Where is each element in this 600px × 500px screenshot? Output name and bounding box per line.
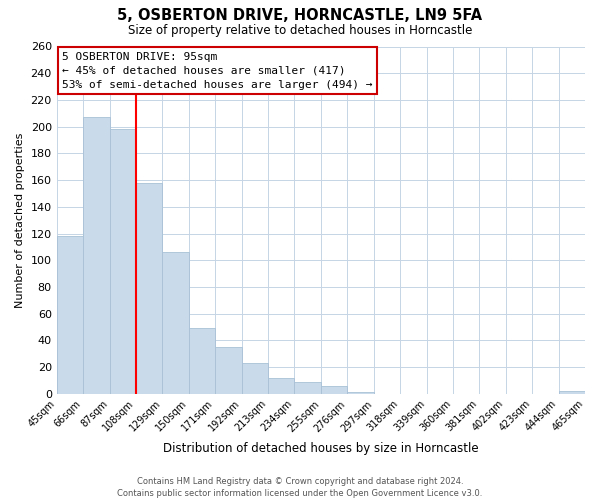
Text: Contains HM Land Registry data © Crown copyright and database right 2024.
Contai: Contains HM Land Registry data © Crown c… (118, 476, 482, 498)
Bar (321, 386, 347, 394)
Bar (83, 118, 110, 394)
Bar (347, 392, 374, 394)
Bar (189, 328, 215, 394)
Bar (559, 391, 585, 394)
Bar (215, 347, 242, 394)
Text: Size of property relative to detached houses in Horncastle: Size of property relative to detached ho… (128, 24, 472, 37)
Bar (268, 378, 295, 394)
Text: 5 OSBERTON DRIVE: 95sqm
← 45% of detached houses are smaller (417)
53% of semi-d: 5 OSBERTON DRIVE: 95sqm ← 45% of detache… (62, 52, 373, 90)
Bar (242, 363, 268, 394)
Bar (295, 382, 321, 394)
Bar (110, 130, 136, 394)
Bar (56, 236, 83, 394)
Y-axis label: Number of detached properties: Number of detached properties (15, 132, 25, 308)
Bar (163, 252, 189, 394)
X-axis label: Distribution of detached houses by size in Horncastle: Distribution of detached houses by size … (163, 442, 479, 455)
Bar (136, 182, 163, 394)
Text: 5, OSBERTON DRIVE, HORNCASTLE, LN9 5FA: 5, OSBERTON DRIVE, HORNCASTLE, LN9 5FA (118, 8, 482, 22)
